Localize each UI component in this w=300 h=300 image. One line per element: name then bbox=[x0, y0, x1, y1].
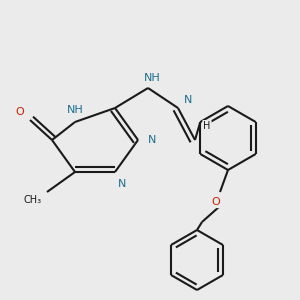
Text: H: H bbox=[203, 121, 211, 131]
Text: NH: NH bbox=[67, 105, 83, 115]
Text: N: N bbox=[148, 135, 156, 145]
Text: O: O bbox=[212, 197, 220, 207]
Text: O: O bbox=[16, 107, 24, 117]
Text: NH: NH bbox=[144, 73, 160, 83]
Text: N: N bbox=[118, 179, 126, 189]
Text: N: N bbox=[184, 95, 192, 105]
Text: CH₃: CH₃ bbox=[24, 195, 42, 205]
